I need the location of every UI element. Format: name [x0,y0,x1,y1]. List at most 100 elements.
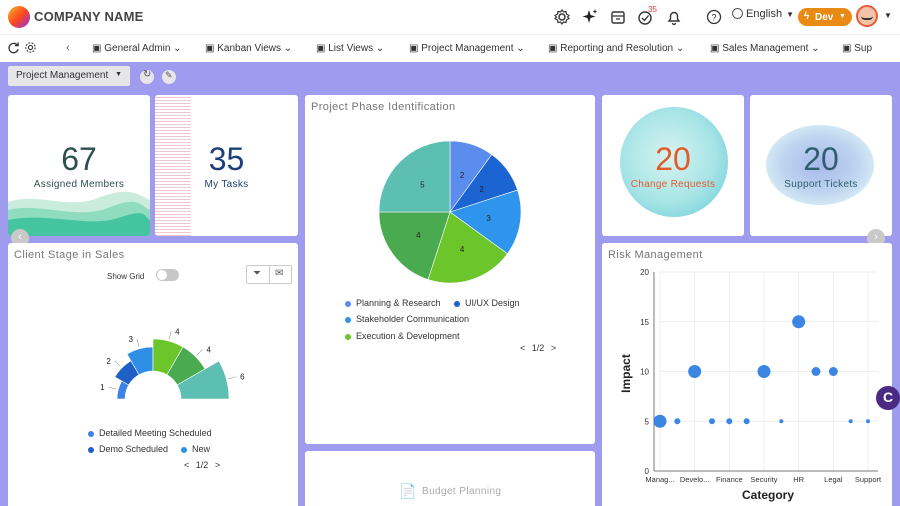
notification-count-badge: 35 [648,5,657,14]
y-tick-label: 10 [640,368,649,377]
tab-kanban-views[interactable]: ▣ Kanban Views ⌄ [205,43,293,54]
edit-dashboard-button[interactable]: ✎ [162,70,176,84]
pager-prev-icon[interactable]: < [184,460,190,470]
x-tick-label: HR [793,475,804,484]
tab-general-admin[interactable]: ▣ General Admin ⌄ [92,43,182,54]
ai-sparkle-icon[interactable] [581,8,599,26]
legend-dot [345,300,351,307]
tasks-check-icon[interactable] [637,8,655,26]
chevron-down-icon: ⌄ [675,43,685,54]
pager-next-icon[interactable]: > [550,343,557,353]
svg-text:?: ? [711,13,716,23]
legend-pager[interactable]: < 1/2 > [520,343,557,353]
legend-item[interactable]: UI/UX Design [454,298,520,308]
refresh-icon: ↻ [143,69,152,80]
mail-icon[interactable]: ✉ [275,268,284,279]
carousel-prev-button[interactable]: ‹ [11,229,29,247]
x-tick-label: Security [750,475,777,484]
card-title: Client Stage in Sales [14,249,125,261]
inbox-icon[interactable] [609,8,627,26]
tab-project-management[interactable]: ▣ Project Management ⌄ [409,43,525,54]
tab-reporting-and-resolution[interactable]: ▣ Reporting and Resolution ⌄ [548,43,685,54]
slice-value-label: 4 [416,231,421,240]
dashboard-icon: ▣ [710,43,720,54]
scatter-point [688,365,702,378]
dashboard-select[interactable]: Project Management ▼ [8,66,130,86]
kpi-value: 20 [803,141,839,177]
x-tick-label: Legal [824,475,843,484]
top-header: COMPANY NAME 35 ? English ▼ ϟ Dev ▼ ▼ [0,0,900,34]
legend-pager[interactable]: < 1/2 > [184,460,221,470]
reload-dashboard-button[interactable]: ↻ [140,69,154,84]
settings-icon[interactable] [553,8,571,26]
refresh-icon[interactable] [7,41,20,54]
legend-item[interactable]: Demo Scheduled [88,444,168,454]
show-grid-toggle[interactable] [156,269,179,281]
carousel-next-button[interactable]: › [867,229,885,247]
filter-icon[interactable]: ⏷ [253,268,261,279]
environment-button[interactable]: ϟ Dev ▼ [798,8,852,26]
dashboard-icon: ▣ [548,43,558,54]
avatar-menu-chevron-icon[interactable]: ▼ [884,11,892,20]
slice-value-label: 3 [486,214,491,223]
y-tick-label: 20 [640,268,649,277]
leader-line [136,339,140,347]
risk-scatter-chart: 0 5 10 15 20 Manag... Develo... Finance Security… [619,268,882,502]
scatter-point [757,365,771,378]
chart-actions: ⏷ ✉ [246,265,292,284]
scatter-point [828,367,838,376]
dashboard-icon: ▣ [842,43,852,54]
legend-item[interactable]: Stakeholder Communication [345,314,469,324]
watercolor-decoration [766,125,874,205]
pager-prev-icon[interactable]: < [520,343,526,353]
card-title: Budget Planning [422,486,502,497]
scatter-point [743,418,750,425]
tab-sales-management[interactable]: ▣ Sales Management ⌄ [710,43,820,54]
y-tick-label: 5 [645,417,650,426]
chevron-down-icon: ⌄ [811,43,820,54]
environment-label: Dev [815,12,834,23]
kpi-value: 20 [655,141,691,177]
kpi-card-assigned-members[interactable]: 67 Assigned Members [8,95,150,236]
help-icon[interactable]: ? [705,8,723,26]
kpi-card-support-tickets[interactable]: 20 Support Tickets [750,95,892,236]
legend-item[interactable]: Detailed Meeting Scheduled [88,428,212,438]
chat-icon: C [883,389,894,405]
user-avatar[interactable] [856,5,878,27]
wave-decoration [8,191,150,236]
dotted-decoration [155,95,191,236]
scatter-point [848,419,853,424]
tab-support[interactable]: ▣ Sup [842,43,873,54]
tabs-scroll-left-icon[interactable]: ‹ [66,42,70,54]
slice-value-label: 2 [460,171,465,180]
kpi-card-change-requests[interactable]: 20 Change Requests [602,95,744,236]
globe-icon [732,8,743,19]
legend-item[interactable]: New [181,444,210,454]
chevron-down-icon: ⌄ [283,43,293,54]
legend-item[interactable]: Planning & Research [345,298,441,308]
kpi-card-my-tasks[interactable]: 35 My Tasks [155,95,298,236]
bell-icon[interactable] [665,8,683,26]
dashboard-select-value: Project Management [16,70,109,81]
kpi-label: Change Requests [630,179,716,190]
budget-planning-card: 📄 Budget Planning [305,451,595,506]
pie-slice [378,211,451,280]
language-selector[interactable]: English ▼ [732,8,794,20]
chevron-down-icon: ⌄ [516,43,525,54]
dashboard-icon: ▣ [316,43,326,54]
pager-next-icon[interactable]: > [214,460,221,470]
pie-slice [378,140,451,213]
leader-line [168,331,172,340]
company-logo[interactable] [8,6,30,28]
chevron-down-icon: ⌄ [173,43,182,54]
scatter-point [866,419,870,424]
legend-dot [454,300,460,307]
chat-launcher-button[interactable]: C [876,386,900,410]
tab-list-views[interactable]: ▣ List Views ⌄ [316,43,385,54]
y-tick-label: 0 [645,467,650,476]
chevron-down-icon: ▼ [839,13,846,20]
legend-dot [181,446,187,453]
card-title: Project Phase Identification [311,101,456,113]
legend-item[interactable]: Execution & Development [345,331,460,341]
tab-settings-icon[interactable] [24,41,37,54]
